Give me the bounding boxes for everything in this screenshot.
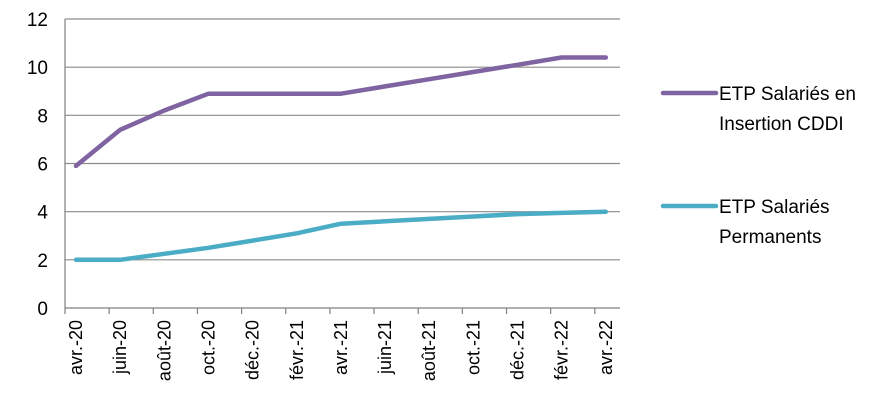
x-tick-label: juin-20 xyxy=(110,320,130,375)
y-tick-label: 8 xyxy=(37,106,48,127)
y-tick-label: 12 xyxy=(27,10,48,31)
legend-item-2: ETP Salariés Permanents xyxy=(660,197,830,248)
series-line-2 xyxy=(73,209,609,263)
y-tick-label: 2 xyxy=(37,251,48,272)
x-tick-marks xyxy=(64,308,596,314)
y-tick-label: 4 xyxy=(37,203,48,224)
x-tick-label: févr.-22 xyxy=(552,320,572,380)
legend-label: ETP Salariés xyxy=(719,197,830,218)
x-tick-label: août-20 xyxy=(154,320,174,381)
x-tick-label: oct.-21 xyxy=(463,320,483,375)
x-tick-label: déc.-20 xyxy=(243,320,263,380)
legend-label: ETP Salariés en xyxy=(719,84,856,105)
x-tick-labels: avr.-20 juin-20 août-20 oct.-20 déc.-20 févr.… xyxy=(66,320,616,381)
y-tick-label: 6 xyxy=(37,155,48,176)
x-tick-label: oct.-20 xyxy=(198,320,218,375)
series-line-1 xyxy=(73,55,609,169)
x-tick-label: avr.-21 xyxy=(331,320,351,375)
x-tick-label: déc.-21 xyxy=(508,320,528,380)
legend-item-1: ETP Salariés en Insertion CDDI xyxy=(660,84,856,135)
y-tick-labels: 0 2 4 6 8 10 12 xyxy=(27,10,49,320)
legend-label: Insertion CDDI xyxy=(719,114,844,135)
legend-label: Permanents xyxy=(719,227,821,248)
x-tick-label: févr.-21 xyxy=(287,320,307,380)
x-tick-label: avr.-22 xyxy=(596,320,616,375)
x-tick-label: juin-21 xyxy=(375,320,395,375)
x-tick-label: avr.-20 xyxy=(66,320,86,375)
y-tick-label: 0 xyxy=(37,299,48,320)
x-tick-label: août-21 xyxy=(419,320,439,381)
y-tick-label: 10 xyxy=(27,58,48,79)
